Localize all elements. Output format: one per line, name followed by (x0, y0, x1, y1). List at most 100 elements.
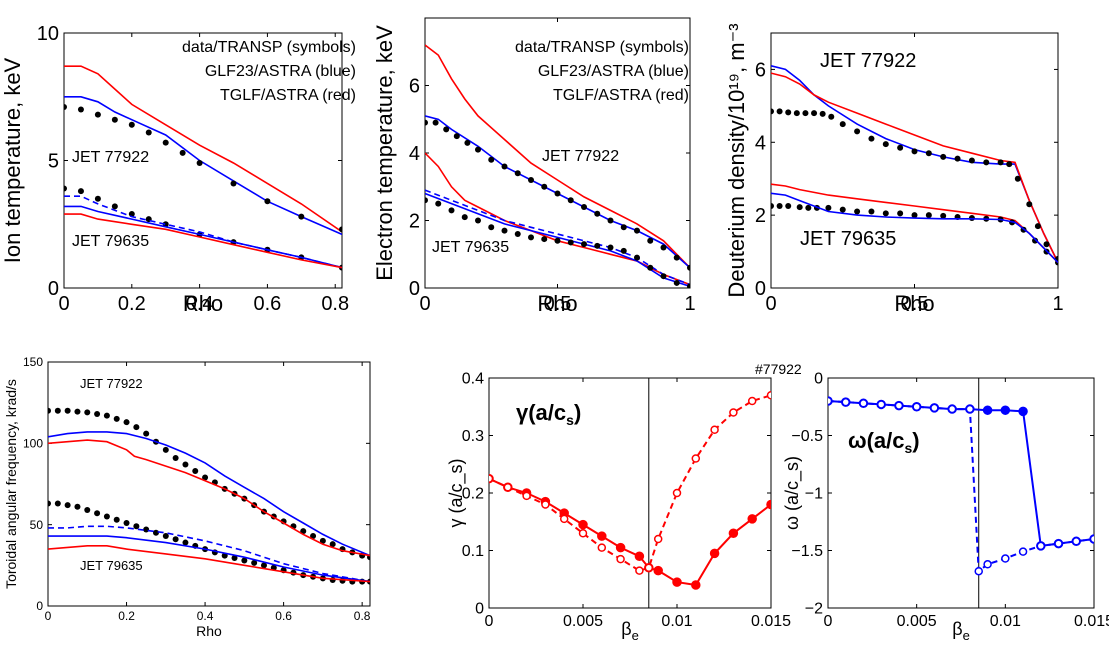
data-point (123, 419, 130, 426)
data-point (48, 407, 51, 414)
data-point (567, 239, 574, 246)
data-point (660, 244, 667, 251)
y-tick-label: 2 (755, 205, 766, 227)
data-point (1072, 537, 1081, 546)
series-line-5 (48, 525, 370, 583)
y-tick-label: 4 (755, 132, 766, 154)
x-tick-label: 0.8 (354, 609, 371, 623)
series-line-2 (48, 431, 370, 557)
data-point (554, 237, 561, 244)
data-point (785, 109, 792, 116)
data-point (464, 139, 471, 146)
data-point (488, 224, 495, 231)
data-point (876, 400, 886, 409)
x-tick-label: 1 (1052, 293, 1063, 315)
data-point (616, 554, 625, 564)
y-tick-label: 6 (755, 59, 766, 81)
data-point (868, 208, 875, 215)
data-point (954, 155, 961, 162)
data-point (435, 200, 442, 207)
data-point (514, 231, 521, 237)
series-line-6 (771, 192, 1058, 264)
data-point (930, 403, 939, 413)
legend-entry: TGLF/ASTRA (red) (220, 87, 356, 104)
series-line-2 (771, 72, 1058, 263)
y-tick-label: 0.2 (462, 486, 484, 503)
data-point (310, 533, 317, 540)
data-point (528, 177, 534, 183)
data-point (968, 157, 975, 164)
data-point (620, 224, 627, 231)
data-point (94, 411, 101, 418)
data-point (1034, 223, 1041, 230)
data-point (77, 188, 84, 195)
y-axis-label: Deuterium density/10¹⁹, m⁻³ (724, 23, 749, 297)
y-tick-label: 2 (409, 211, 420, 233)
y-tick-label: 50 (30, 518, 44, 532)
data-point (64, 185, 67, 192)
data-point (64, 407, 71, 414)
x-axis-label: Rho (537, 291, 577, 316)
data-point (111, 116, 118, 123)
data-point (776, 203, 783, 210)
data-point (647, 237, 654, 244)
data-point (94, 111, 101, 118)
data-point (709, 548, 720, 559)
data-point (911, 212, 918, 219)
legend-entry: data/TRANSP (symbols) (182, 39, 356, 56)
x-tick-label: 0.01 (990, 613, 1021, 630)
annotation-label: JET 79635 (432, 239, 509, 256)
data-point (882, 210, 889, 217)
data-point (475, 146, 481, 153)
data-point (691, 580, 701, 590)
y-tick-label: −1 (805, 486, 823, 503)
legend-entry: TGLF/ASTRA (red) (553, 87, 689, 104)
data-point (461, 214, 468, 221)
data-point (145, 129, 152, 136)
data-point (940, 212, 947, 219)
annotation-label: JET 79635 (72, 233, 149, 250)
data-point (133, 424, 140, 431)
data-point (514, 170, 521, 177)
data-point (329, 541, 336, 548)
annotation-label: JET 77922 (72, 149, 149, 166)
data-point (691, 454, 701, 463)
chart-2: 0 0.5 1 0 2 4 6 Rho Electron temperature, keV dat… (372, 17, 696, 316)
data-point (202, 474, 209, 481)
chart-5: 0 0.005 0.01 0.015 0 0.1 0.2 0.3 0.4 βe γ (a/c_s) γ… (446, 371, 791, 643)
series-line-6 (64, 205, 342, 269)
data-point (983, 159, 990, 166)
data-point (839, 121, 846, 128)
data-point (729, 408, 738, 417)
data-point (329, 576, 336, 583)
data-point (111, 203, 118, 210)
data-point (839, 206, 846, 213)
data-point (448, 207, 455, 214)
data-point (897, 144, 904, 151)
series-line-1 (64, 65, 342, 233)
series-line-5 (425, 189, 690, 286)
data-point (766, 499, 771, 510)
data-point (1026, 201, 1033, 208)
x-tick-label: 0.4 (186, 293, 214, 315)
y-tick-label: 150 (23, 355, 43, 369)
data-point (594, 242, 601, 249)
data-point (179, 149, 186, 156)
data-point (488, 156, 495, 163)
data-point (559, 514, 569, 524)
data-point (541, 183, 548, 190)
data-point (1032, 237, 1039, 244)
series-group (828, 396, 1094, 576)
data-point (660, 273, 667, 280)
x-tick-label: 0.2 (118, 609, 135, 623)
series-group (425, 44, 690, 288)
legend-entry: GLF23/ASTRA (blue) (538, 63, 689, 80)
data-point (974, 566, 983, 576)
data-point (74, 408, 81, 415)
legend-entry: GLF23/ASTRA (blue) (205, 63, 356, 80)
series-group (489, 391, 771, 590)
annotation-label: JET 77922 (820, 50, 916, 72)
data-point (825, 204, 832, 211)
data-point (1000, 405, 1011, 415)
series-line-1 (828, 400, 1094, 548)
